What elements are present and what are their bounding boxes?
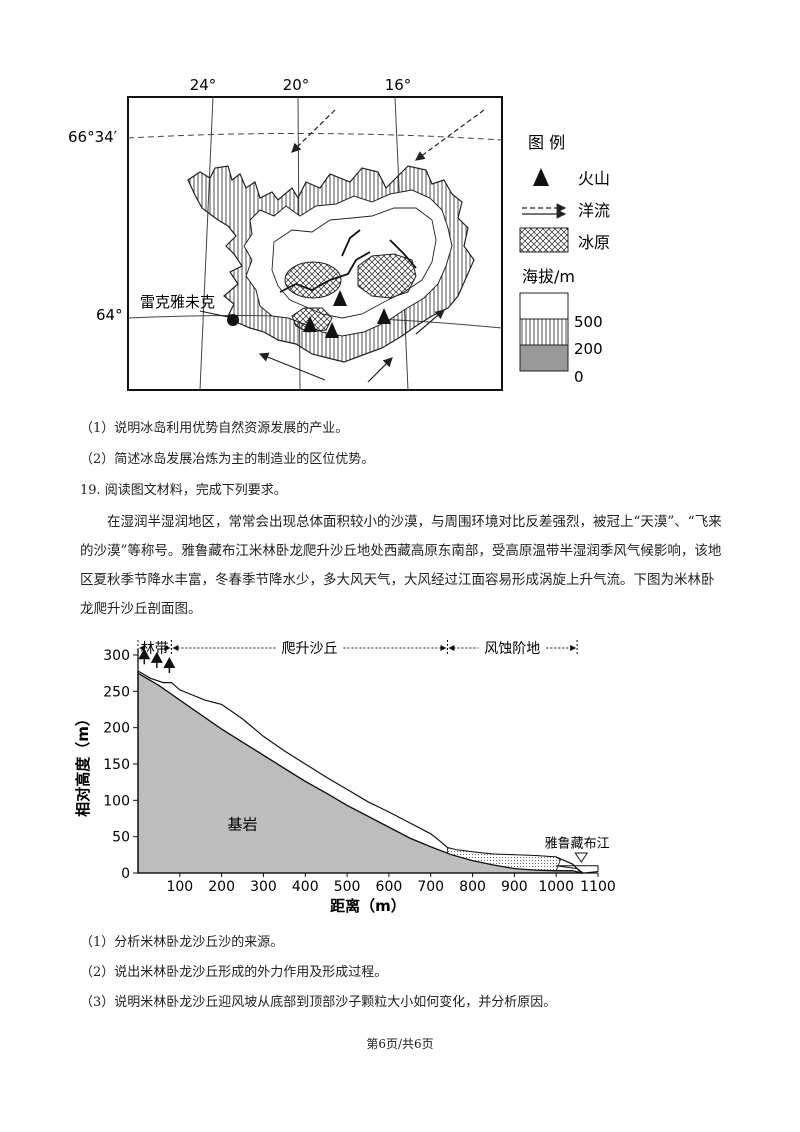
legend-icefield-swatch bbox=[519, 227, 569, 253]
legend-tick-500: 500 bbox=[574, 313, 603, 331]
volcano-icon bbox=[325, 322, 339, 338]
q19-item-2: （2）说出米林卧龙沙丘形成的外力作用及形成过程。 bbox=[80, 965, 388, 980]
x-tick-label: 900 bbox=[501, 879, 528, 895]
legend-elev-low bbox=[519, 344, 569, 372]
bedrock-label: 基岩 bbox=[228, 815, 258, 833]
legend-elevation-title: 海拔/m bbox=[522, 267, 575, 286]
legend-current-label: 洋流 bbox=[578, 201, 610, 220]
iceland-map-figure: 24° 20° 16° 66°34′ 64° 雷克雅未克 bbox=[68, 76, 610, 391]
y-tick-label: 150 bbox=[103, 757, 130, 773]
icefield-west bbox=[284, 261, 342, 299]
legend-elev-high bbox=[519, 292, 569, 320]
q18-item-2: （2）简述冰岛发展冶炼为主的制造业的区位优势。 bbox=[80, 452, 375, 467]
q19-heading: 19. 阅读图文材料，完成下列要求。 bbox=[80, 483, 287, 498]
icefield-vatnajokull bbox=[357, 253, 417, 299]
volcano-icons bbox=[303, 290, 391, 338]
zone-arrow-head bbox=[440, 645, 447, 651]
q19-item-1: （1）分析米林卧龙沙丘沙的来源。 bbox=[80, 935, 284, 950]
legend-icefield-label: 冰原 bbox=[578, 233, 610, 252]
x-tick-label: 100 bbox=[166, 879, 193, 895]
q19-item-3: （3）说明米林卧龙沙丘迎风坡从底部到顶部沙子颗粒大小如何变化，并分析原因。 bbox=[80, 995, 557, 1010]
legend-title: 图 例 bbox=[528, 133, 565, 152]
map-legend: 图 例 火山 洋流 冰原 海拔/m 500 200 0 bbox=[519, 133, 610, 386]
x-tick-label: 300 bbox=[250, 879, 277, 895]
x-tick-label: 1000 bbox=[538, 879, 574, 895]
page-footer: 第6页/共6页 bbox=[366, 1037, 434, 1051]
legend-tick-200: 200 bbox=[574, 340, 603, 358]
river-label: 雅鲁藏布江 bbox=[545, 837, 610, 852]
iceland-island bbox=[187, 165, 475, 363]
legend-tick-0: 0 bbox=[574, 368, 584, 386]
river-channel bbox=[556, 865, 599, 874]
x-tick-label: 600 bbox=[376, 879, 403, 895]
lon-label-16: 16° bbox=[385, 76, 412, 94]
zone-label: 爬升沙丘 bbox=[281, 641, 337, 657]
y-tick-label: 250 bbox=[103, 684, 130, 700]
x-tick-label: 500 bbox=[334, 879, 361, 895]
lat-label-6634: 66°34′ bbox=[68, 128, 118, 146]
volcano-icon bbox=[333, 290, 347, 306]
tree-icon bbox=[138, 648, 151, 660]
volcano-icon bbox=[377, 308, 391, 324]
y-tick-label: 300 bbox=[103, 648, 130, 664]
x-tick-label: 200 bbox=[208, 879, 235, 895]
x-tick-label: 400 bbox=[292, 879, 319, 895]
legend-elev-mid bbox=[519, 318, 569, 346]
legend-volcano-label: 火山 bbox=[578, 169, 610, 188]
legend-volcano-icon bbox=[533, 168, 549, 186]
city-label: 雷克雅未克 bbox=[140, 293, 215, 311]
lon-label-20: 20° bbox=[283, 76, 310, 94]
x-tick-label: 800 bbox=[459, 879, 486, 895]
y-tick-label: 200 bbox=[103, 721, 130, 737]
tree-icon bbox=[163, 656, 176, 668]
zone-arrow-head bbox=[448, 645, 455, 651]
q18-item-1: （1）说明冰岛利用优势自然资源发展的产业。 bbox=[80, 421, 349, 436]
volcano-icon bbox=[303, 316, 317, 332]
lat-label-64: 64° bbox=[96, 306, 123, 324]
city-dot-icon bbox=[227, 314, 239, 326]
dune-profile-chart: 0 50 100 150 200 250 300 100 200 300 400 500 600 700 8… bbox=[74, 640, 616, 915]
y-tick-label: 100 bbox=[103, 793, 130, 809]
y-tick-label: 0 bbox=[121, 866, 130, 882]
zone-arrow-head bbox=[570, 645, 577, 651]
x-tick-label: 700 bbox=[417, 879, 444, 895]
tree-icon bbox=[150, 651, 163, 663]
lon-label-24: 24° bbox=[190, 76, 217, 94]
zone-arrow-head bbox=[164, 645, 171, 651]
y-axis-title: 相对高度（m） bbox=[74, 711, 92, 817]
q19-material-paragraph: 在湿润半湿润地区，常常会出现总体面积较小的沙漠，与周围环境对比反差强烈，被冠上“… bbox=[80, 514, 722, 617]
x-axis-title: 距离（m） bbox=[330, 897, 406, 915]
zone-label: 风蚀阶地 bbox=[484, 641, 540, 657]
icefield-south bbox=[291, 307, 333, 333]
zone-arrow-head bbox=[172, 645, 179, 651]
zone-arrow-head bbox=[139, 645, 145, 651]
ocean-currents bbox=[258, 109, 485, 383]
y-tick-label: 50 bbox=[112, 830, 130, 846]
bedrock-area bbox=[137, 672, 582, 874]
river-level-icon bbox=[574, 852, 589, 863]
x-tick-label: 1100 bbox=[580, 879, 616, 895]
zone-label: 林带 bbox=[141, 641, 169, 657]
